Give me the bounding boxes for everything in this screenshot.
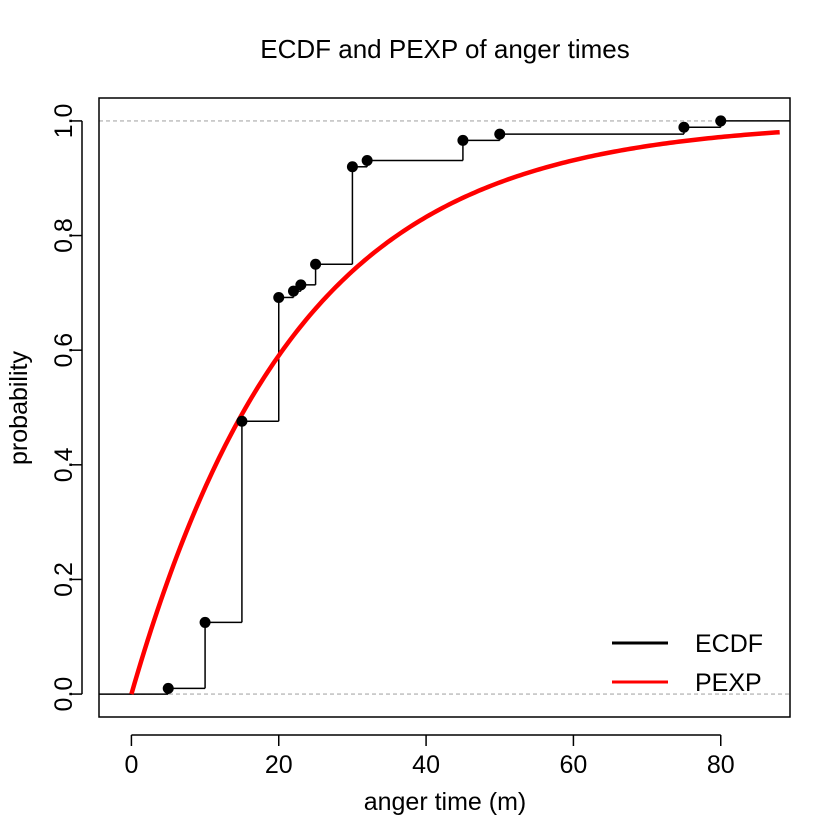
ecdf-point	[162, 682, 174, 694]
y-tick-label: 0.8	[50, 218, 78, 253]
x-axis: 0 20 40 60 80	[124, 734, 735, 779]
ecdf-point	[457, 134, 469, 146]
y-tick-label: 0.0	[50, 677, 78, 712]
ecdf-point	[287, 285, 299, 297]
x-tick-label: 0	[124, 751, 138, 779]
ecdf-point	[361, 154, 373, 166]
y-tick-label: 0.4	[50, 447, 78, 482]
y-axis-label: probability	[5, 351, 33, 465]
ecdf-point	[199, 616, 211, 628]
ecdf-point	[346, 161, 358, 173]
ecdf-point	[678, 121, 690, 133]
legend-label-ecdf: ECDF	[695, 630, 763, 658]
ecdf-point	[273, 291, 285, 303]
chart-title: ECDF and PEXP of anger times	[260, 34, 629, 64]
ecdf-points	[162, 115, 727, 694]
y-tick-label: 0.2	[50, 562, 78, 597]
x-tick-label: 60	[560, 751, 588, 779]
ecdf-point	[310, 258, 322, 270]
ecdf-point	[494, 128, 506, 140]
pexp-curve	[129, 129, 780, 695]
x-tick-label: 40	[412, 751, 440, 779]
ecdf-point	[295, 279, 307, 291]
y-axis: 0.0 0.2 0.4 0.6 0.8 1.0	[50, 104, 83, 712]
y-tick-label: 0.6	[50, 333, 78, 368]
ecdf-point	[715, 115, 727, 127]
x-axis-label: anger time (m)	[364, 788, 527, 816]
legend: ECDF PEXP	[612, 630, 763, 697]
legend-label-pexp: PEXP	[695, 669, 762, 697]
x-tick-label: 80	[707, 751, 735, 779]
plot-frame	[98, 97, 791, 718]
y-tick-label: 1.0	[50, 104, 78, 139]
ecdf-point	[236, 415, 248, 427]
pexp-line	[129, 129, 780, 695]
reference-lines	[99, 120, 790, 695]
x-tick-label: 20	[265, 751, 293, 779]
